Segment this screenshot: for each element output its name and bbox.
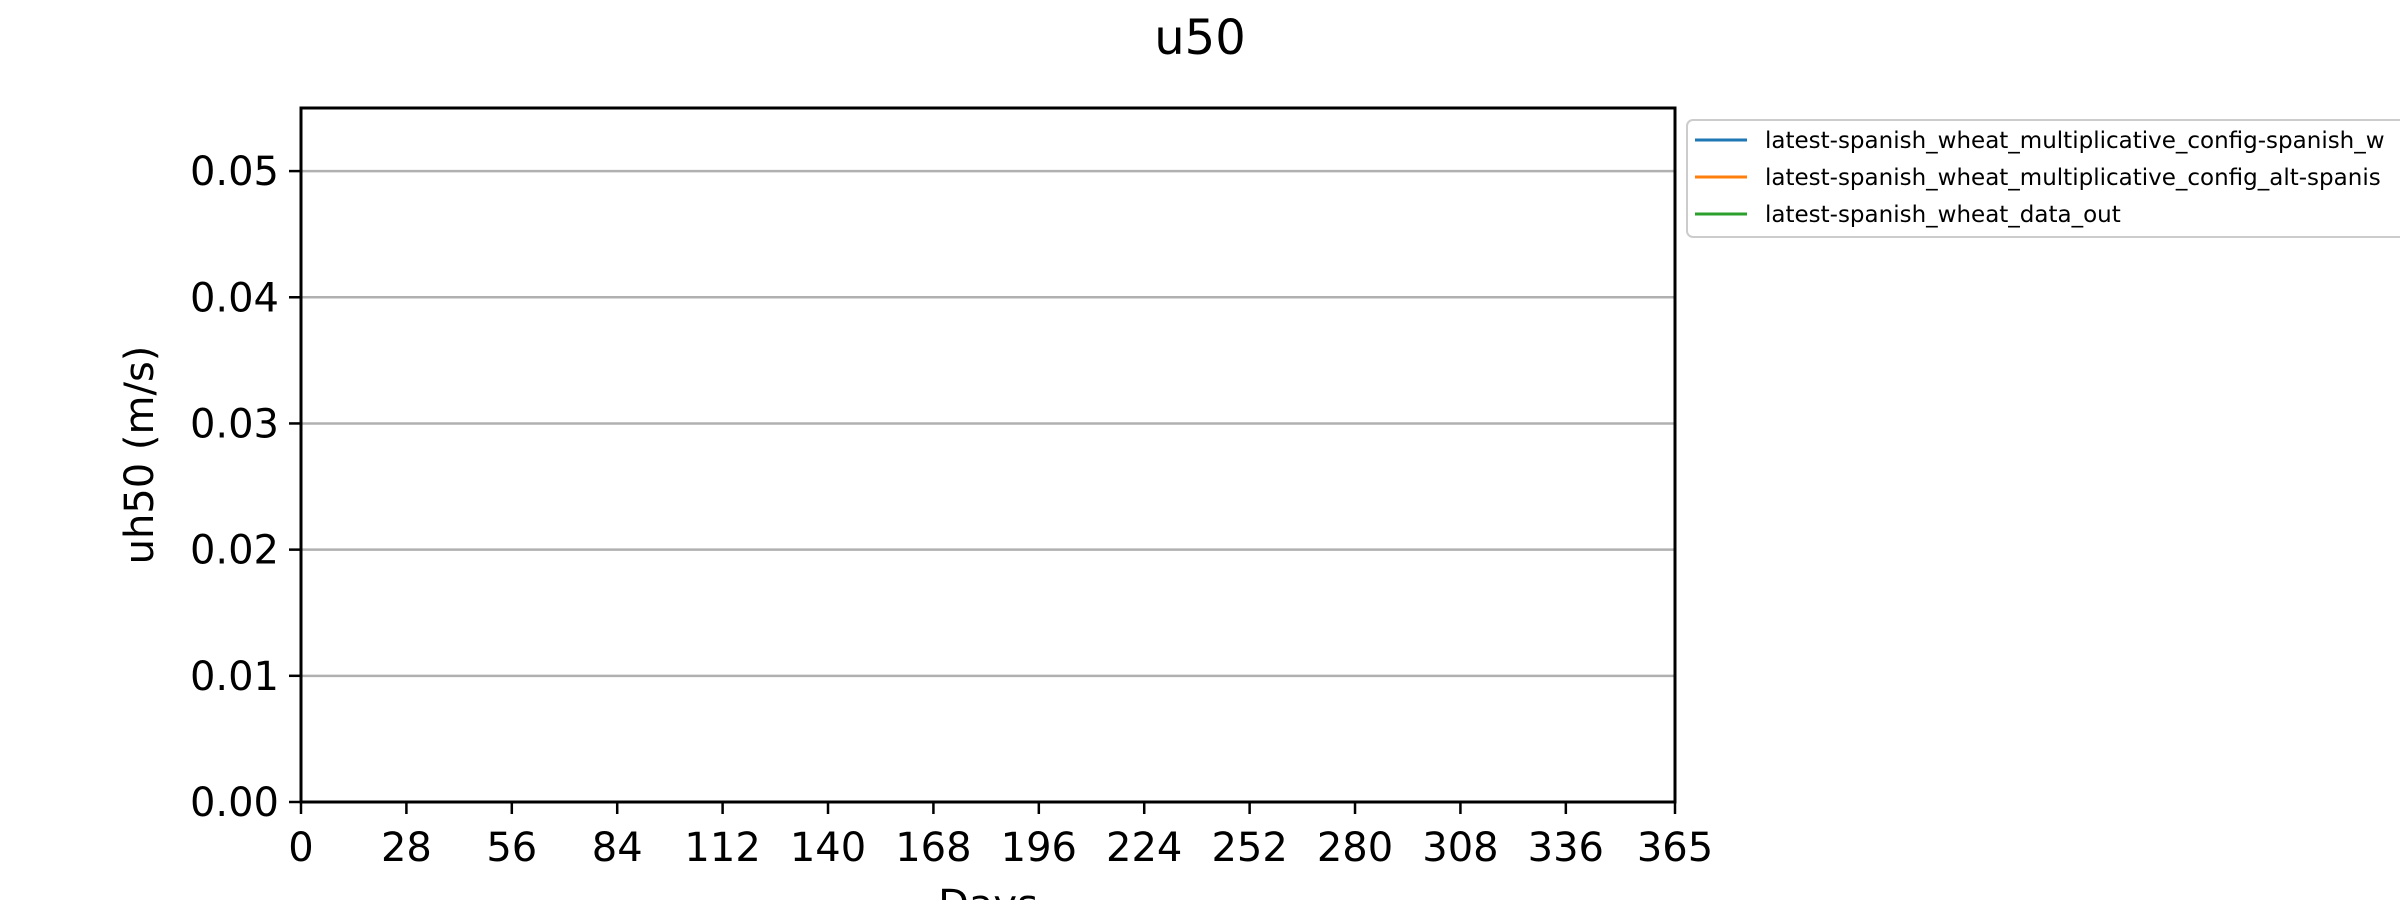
x-axis-title: Days bbox=[938, 882, 1038, 900]
x-tick-label-6: 168 bbox=[895, 825, 971, 871]
y-axis: 0.00 0.01 0.02 0.03 0.04 0.05 bbox=[190, 149, 301, 826]
x-tick-label-0: 0 bbox=[288, 825, 313, 871]
y-tick-label-2: 0.02 bbox=[190, 528, 279, 574]
chart-title: u50 bbox=[1154, 10, 1246, 66]
x-tick-label-7: 196 bbox=[1001, 825, 1077, 871]
y-tick-label-3: 0.03 bbox=[190, 401, 279, 447]
legend-label-1: latest-spanish_wheat_multiplicative_conf… bbox=[1765, 165, 2381, 191]
y-tick-label-5: 0.05 bbox=[190, 149, 279, 195]
legend-label-2: latest-spanish_wheat_data_out bbox=[1765, 202, 2121, 228]
y-tick-label-0: 0.00 bbox=[190, 780, 279, 826]
x-tick-label-3: 84 bbox=[592, 825, 643, 871]
legend-label-0: latest-spanish_wheat_multiplicative_conf… bbox=[1765, 128, 2385, 154]
x-axis: 0 28 56 84 112 140 168 196 224 252 280 308 336 365 bbox=[288, 802, 1713, 871]
x-tick-label-13: 365 bbox=[1637, 825, 1713, 871]
x-tick-label-1: 28 bbox=[381, 825, 432, 871]
y-tick-label-1: 0.01 bbox=[190, 654, 279, 700]
plot-area-frame bbox=[299, 106, 1677, 804]
x-tick-label-5: 140 bbox=[790, 825, 866, 871]
y-axis-title: uh50 (m/s) bbox=[117, 346, 163, 565]
x-tick-label-9: 252 bbox=[1211, 825, 1287, 871]
legend-box bbox=[1686, 119, 2400, 238]
x-tick-label-8: 224 bbox=[1106, 825, 1182, 871]
x-tick-label-10: 280 bbox=[1317, 825, 1393, 871]
x-tick-label-11: 308 bbox=[1422, 825, 1498, 871]
x-tick-label-2: 56 bbox=[486, 825, 537, 871]
y-tick-label-4: 0.04 bbox=[190, 275, 279, 321]
x-tick-label-4: 112 bbox=[684, 825, 760, 871]
legend: latest-spanish_wheat_multiplicative_conf… bbox=[1686, 119, 2400, 238]
x-tick-label-12: 336 bbox=[1528, 825, 1604, 871]
